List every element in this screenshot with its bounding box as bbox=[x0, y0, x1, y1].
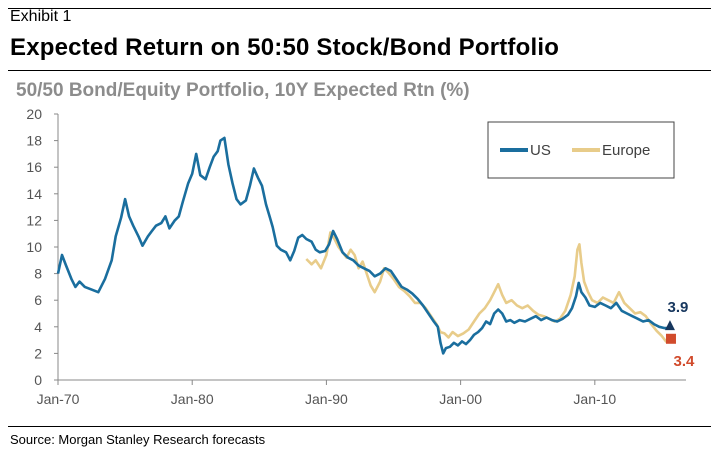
x-tick-label: Jan-80 bbox=[171, 391, 214, 407]
x-tick-label: Jan-00 bbox=[439, 391, 482, 407]
legend-label-us: US bbox=[530, 142, 551, 159]
chart-end-markers: 3.9 3.4 bbox=[664, 299, 696, 370]
y-tick-label: 12 bbox=[26, 212, 42, 228]
y-tick-label: 6 bbox=[34, 292, 42, 308]
y-tick-label: 2 bbox=[34, 345, 42, 361]
chart-series bbox=[56, 136, 672, 355]
x-tick-label: Jan-90 bbox=[305, 391, 348, 407]
chart-legend: US Europe bbox=[487, 121, 675, 179]
x-tick-label: Jan-70 bbox=[37, 391, 80, 407]
x-tick-label: Jan-10 bbox=[573, 391, 616, 407]
chart-axes: 0 2 4 6 8 10 12 14 16 18 20 Jan-70 Jan-80 Jan-90 Jan-0… bbox=[26, 106, 686, 407]
y-tick-label: 18 bbox=[26, 133, 42, 149]
footer-rule bbox=[8, 426, 711, 427]
legend-label-europe: Europe bbox=[602, 142, 650, 159]
y-tick-label: 8 bbox=[34, 266, 42, 282]
y-tick-label: 0 bbox=[34, 372, 42, 388]
end-label-europe: 3.4 bbox=[674, 353, 696, 370]
title-rule bbox=[8, 70, 711, 71]
exhibit-label: Exhibit 1 bbox=[10, 8, 72, 25]
y-tick-label: 20 bbox=[26, 106, 42, 122]
y-tick-label: 4 bbox=[34, 319, 42, 335]
top-rule bbox=[8, 8, 711, 9]
page-title: Expected Return on 50:50 Stock/Bond Port… bbox=[10, 34, 560, 61]
series-line-europe bbox=[305, 231, 672, 343]
y-tick-label: 14 bbox=[26, 186, 42, 202]
end-marker-europe bbox=[665, 333, 676, 344]
series-line-us bbox=[56, 136, 670, 355]
end-label-us: 3.9 bbox=[668, 299, 689, 316]
y-tick-label: 10 bbox=[26, 239, 42, 255]
end-marker-us bbox=[664, 320, 675, 331]
source-note: Source: Morgan Stanley Research forecast… bbox=[10, 432, 266, 447]
y-tick-label: 16 bbox=[26, 159, 42, 175]
chart-title: 50/50 Bond/Equity Portfolio, 10Y Expecte… bbox=[16, 80, 470, 101]
